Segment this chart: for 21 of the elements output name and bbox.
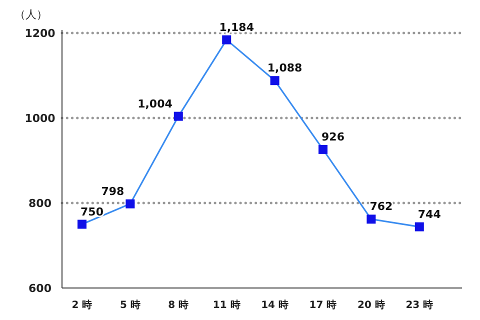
x-tick-label: 23 時 [406, 299, 434, 311]
y-tick-label: 1000 [24, 112, 56, 125]
x-tick-label: 20 時 [357, 299, 385, 311]
data-label: 1,088 [267, 62, 302, 75]
y-tick-label: 600 [28, 282, 52, 295]
data-label: 750 [80, 205, 104, 218]
x-tick-label: 8 時 [168, 299, 189, 311]
x-tick-label: 11 時 [212, 299, 240, 311]
x-tick-label: 5 時 [120, 299, 140, 311]
data-label: 1,004 [138, 97, 173, 110]
x-tick-label: 14 時 [261, 299, 289, 311]
data-label: 798 [101, 184, 124, 198]
x-tick-label: 17 時 [309, 299, 337, 311]
y-tick-label: 800 [28, 197, 52, 210]
x-tick-label: 2 時 [72, 299, 92, 311]
y-tick-label: 1200 [24, 27, 56, 40]
data-label: 744 [418, 208, 442, 221]
data-label: 762 [370, 200, 393, 214]
data-label: 926 [322, 130, 345, 144]
data-label: 1,184 [219, 20, 254, 34]
y-axis-title: （人） [14, 8, 48, 21]
